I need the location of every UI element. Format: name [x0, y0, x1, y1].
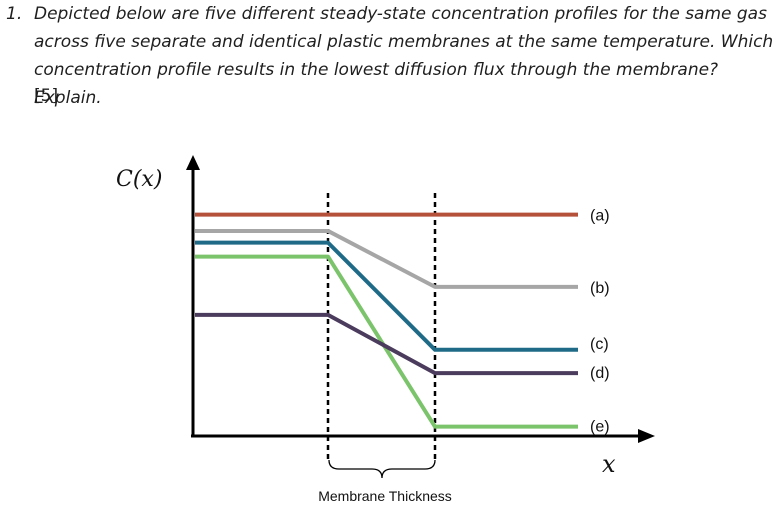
- x-axis-label: x: [602, 450, 616, 478]
- question-text: Depicted below are five different steady…: [34, 4, 774, 108]
- y-axis-label: C(x): [116, 167, 162, 192]
- membrane-thickness-label: Membrane Thickness: [318, 488, 452, 504]
- profile-label-c: (c): [590, 336, 609, 353]
- profile-line-c: [195, 240, 578, 352]
- profile-line-d: [195, 312, 578, 376]
- profile-label-a: (a): [590, 208, 610, 225]
- marks-label: [5]: [34, 86, 59, 106]
- question-block: 1. Depicted below are five different ste…: [6, 0, 776, 112]
- profile-line-b: [195, 228, 578, 289]
- profile-lines: (e) (d) (b) (c) (a): [195, 208, 610, 436]
- y-axis-arrowhead: [186, 155, 200, 170]
- profile-line-e: [195, 254, 578, 429]
- profile-label-d: (d): [590, 365, 610, 382]
- question-number: 1.: [6, 4, 23, 24]
- membrane-thickness-bracket: [328, 459, 436, 479]
- profile-label-e: (e): [590, 419, 610, 436]
- profile-label-b: (b): [590, 280, 610, 297]
- x-axis-arrowhead: [638, 429, 655, 443]
